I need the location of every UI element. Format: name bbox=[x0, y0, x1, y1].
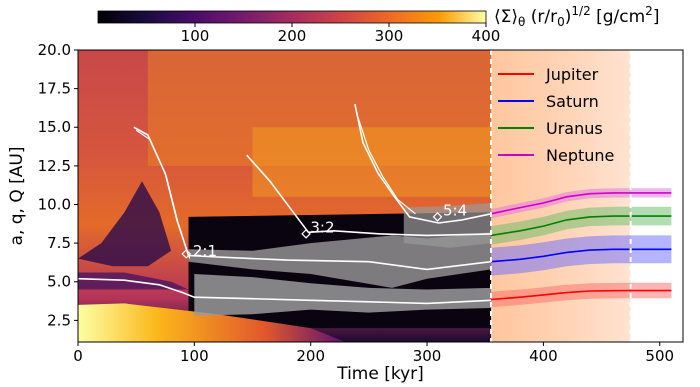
x-tick-label: 200 bbox=[296, 347, 325, 365]
x-axis-ticks: 0 100 200 300 400 500 bbox=[73, 342, 674, 365]
y-axis-ticks: 2.5 5.0 7.5 10.0 12.5 15.0 17.5 20.0 bbox=[38, 41, 78, 329]
x-tick-label: 0 bbox=[73, 347, 83, 365]
plot-area bbox=[78, 50, 683, 342]
band-neptune bbox=[491, 188, 672, 219]
colorbar-tick-label: 200 bbox=[278, 27, 307, 45]
band-jupiter bbox=[491, 282, 672, 308]
legend-label-neptune: Neptune bbox=[546, 146, 614, 165]
neptune-track bbox=[354, 103, 492, 224]
resonance-marker bbox=[432, 212, 443, 222]
y-tick-label: 10.0 bbox=[38, 195, 71, 213]
colorbar-tick-label: 300 bbox=[375, 27, 404, 45]
x-axis-label: Time [kyr] bbox=[336, 364, 424, 384]
colorbar-label: ⟨Σ⟩θ (r/r0)1/2 [g/cm2] bbox=[494, 4, 659, 29]
y-tick-label: 12.5 bbox=[38, 157, 71, 175]
y-tick-label: 17.5 bbox=[38, 80, 71, 98]
resonance-marker bbox=[181, 249, 192, 259]
x-tick-label: 100 bbox=[180, 347, 209, 365]
legend-label-saturn: Saturn bbox=[546, 92, 599, 111]
resonance-label: 3:2 bbox=[310, 219, 334, 237]
y-tick-label: 5.0 bbox=[47, 273, 71, 291]
upper-gas-band bbox=[147, 50, 492, 166]
y-tick-label: 7.5 bbox=[47, 234, 71, 252]
colorbar-tick-label: 100 bbox=[181, 27, 210, 45]
y-tick-label: 20.0 bbox=[38, 41, 71, 59]
y-tick-label: 2.5 bbox=[47, 311, 71, 329]
plot-frame bbox=[77, 49, 684, 343]
jupiter-track bbox=[78, 277, 492, 305]
planet-range-bands bbox=[188, 188, 672, 316]
series-line-uranus bbox=[490, 215, 672, 237]
colorbar-ticks: 100 200 300 400 bbox=[181, 23, 501, 45]
resonance-annotations: 2:1 3:2 5:4 bbox=[193, 202, 467, 260]
colorbar-gradient bbox=[97, 10, 487, 24]
legend-label-jupiter: Jupiter bbox=[545, 65, 599, 84]
legend-label-uranus: Uranus bbox=[546, 119, 603, 138]
series-line-saturn bbox=[490, 248, 672, 263]
outer-band-gas bbox=[403, 203, 491, 248]
x-tick-label: 500 bbox=[645, 347, 674, 365]
legend: Jupiter Saturn Uranus Neptune bbox=[498, 65, 614, 165]
colorbar: 100 200 300 400 ⟨Σ⟩θ (r/r0)1/2 [g/cm2] bbox=[97, 4, 659, 45]
x-tick-label: 400 bbox=[529, 347, 558, 365]
colorbar-tick-label: 400 bbox=[472, 27, 501, 45]
uranus-track bbox=[246, 154, 492, 237]
resonance-label: 5:4 bbox=[443, 202, 467, 220]
inner-gas-disk bbox=[78, 303, 346, 342]
resonance-label: 2:1 bbox=[193, 242, 217, 260]
jupiter-band-gas bbox=[194, 274, 492, 316]
resonance-marker bbox=[301, 229, 311, 239]
series-lines bbox=[490, 192, 672, 301]
x-tick-label: 300 bbox=[413, 347, 442, 365]
migration-tracks bbox=[78, 103, 492, 305]
neptune-track-2 bbox=[356, 114, 416, 215]
band-saturn bbox=[491, 235, 672, 276]
y-axis-label: a, q, Q [AU] bbox=[7, 147, 27, 246]
early-gap bbox=[78, 181, 172, 267]
saturn-track-2 bbox=[135, 129, 191, 259]
y-tick-label: 15.0 bbox=[38, 118, 71, 136]
saturn-band-gas bbox=[188, 232, 491, 288]
resonance-markers bbox=[181, 212, 443, 259]
series-line-jupiter bbox=[490, 289, 672, 301]
series-line-neptune bbox=[490, 192, 672, 215]
